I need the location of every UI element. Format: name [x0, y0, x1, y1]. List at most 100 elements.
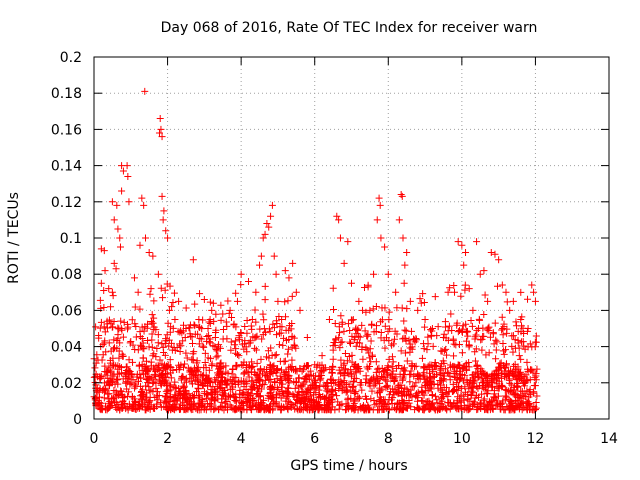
data-point	[234, 378, 242, 386]
data-point	[230, 321, 238, 329]
data-point	[465, 341, 473, 349]
data-point	[167, 363, 175, 371]
y-tick-label: 0	[73, 412, 82, 428]
data-point	[147, 374, 155, 382]
data-point	[112, 265, 120, 273]
data-point	[527, 405, 535, 413]
data-point	[284, 406, 292, 414]
data-point	[194, 384, 202, 392]
data-point	[281, 298, 289, 306]
data-point	[211, 334, 219, 342]
data-point	[418, 388, 426, 396]
data-point	[527, 365, 535, 373]
data-point	[530, 382, 538, 390]
data-point	[175, 297, 183, 305]
x-tick-label: 8	[384, 431, 393, 447]
data-point	[298, 367, 306, 375]
data-point	[200, 343, 208, 351]
data-point	[182, 349, 190, 357]
data-point	[384, 327, 392, 335]
data-point	[114, 225, 122, 233]
data-point	[323, 387, 331, 395]
data-point	[270, 324, 278, 332]
data-point	[324, 379, 332, 387]
data-point	[352, 403, 360, 411]
data-point	[460, 377, 468, 385]
data-point	[292, 365, 300, 373]
data-point	[499, 325, 507, 333]
data-point	[195, 394, 203, 402]
data-point	[352, 369, 360, 377]
data-point	[378, 372, 386, 380]
data-point	[117, 391, 125, 399]
data-point	[146, 290, 154, 298]
data-point	[108, 323, 116, 331]
data-point	[516, 394, 524, 402]
data-point	[366, 345, 374, 353]
data-point	[296, 306, 304, 314]
data-point	[366, 306, 374, 314]
data-point	[531, 374, 539, 382]
data-point	[320, 381, 328, 389]
data-point	[97, 399, 105, 407]
data-point	[97, 318, 105, 326]
data-point	[512, 376, 520, 384]
data-point	[196, 334, 204, 342]
data-point	[263, 220, 271, 228]
data-point	[356, 367, 364, 375]
data-point	[277, 366, 285, 374]
data-point	[160, 207, 168, 215]
data-point	[375, 397, 383, 405]
data-point	[491, 319, 499, 327]
data-point	[424, 333, 432, 341]
data-point	[343, 357, 351, 365]
data-point	[469, 306, 477, 314]
data-point	[426, 374, 434, 382]
data-point	[419, 290, 427, 298]
data-point	[272, 400, 280, 408]
data-point	[257, 252, 265, 260]
data-point	[122, 379, 130, 387]
data-point	[373, 365, 381, 373]
data-point	[506, 372, 514, 380]
data-point	[356, 333, 364, 341]
data-point	[415, 405, 423, 413]
data-point	[195, 340, 203, 348]
data-point	[433, 396, 441, 404]
data-point	[142, 357, 150, 365]
data-point	[498, 374, 506, 382]
data-point	[423, 400, 431, 408]
data-point	[288, 356, 296, 364]
data-point	[157, 284, 165, 292]
data-point	[251, 306, 259, 314]
data-point	[423, 377, 431, 385]
y-tick-label: 0.2	[60, 50, 82, 66]
data-point	[528, 281, 536, 289]
data-point	[266, 327, 274, 335]
data-point	[352, 342, 360, 350]
data-point	[172, 384, 180, 392]
data-point	[248, 325, 256, 333]
data-point	[329, 362, 337, 370]
data-point	[235, 334, 243, 342]
data-point	[424, 362, 432, 370]
data-point	[401, 349, 409, 357]
data-point	[260, 366, 268, 374]
data-point	[365, 349, 373, 357]
data-point	[456, 395, 464, 403]
data-point	[125, 400, 133, 408]
data-point	[356, 339, 364, 347]
data-point	[484, 297, 492, 305]
data-point	[215, 341, 223, 349]
data-point	[340, 377, 348, 385]
data-point	[392, 288, 400, 296]
data-point	[167, 339, 175, 347]
data-point	[471, 401, 479, 409]
data-point	[448, 402, 456, 410]
data-point	[450, 399, 458, 407]
data-point	[119, 167, 127, 175]
data-point	[338, 338, 346, 346]
data-point	[260, 381, 268, 389]
data-point	[166, 393, 174, 401]
data-point	[217, 359, 225, 367]
